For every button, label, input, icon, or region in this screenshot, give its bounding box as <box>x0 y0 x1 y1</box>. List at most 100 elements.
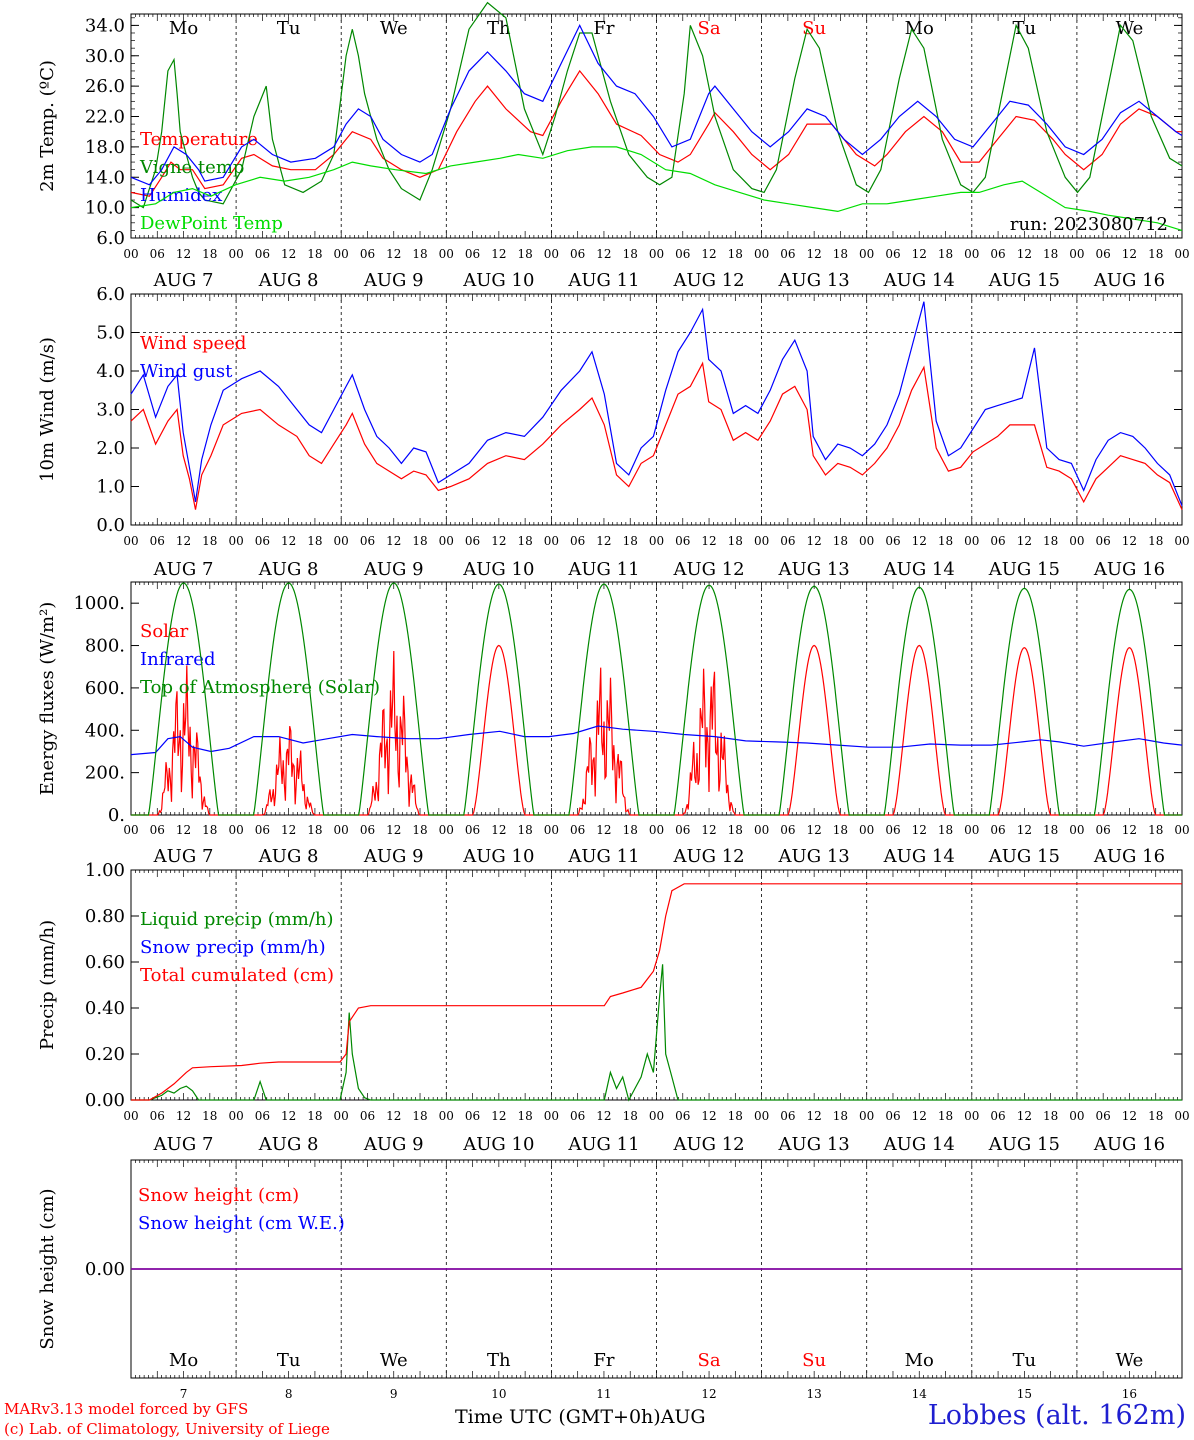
date-label: AUG 7 <box>153 1134 214 1155</box>
y-tick-label: 0.00 <box>85 1090 125 1111</box>
hour-label: 18 <box>307 534 322 548</box>
y-tick-label: 0.0 <box>96 515 125 536</box>
y-axis-label: Snow height (cm) <box>37 1188 58 1349</box>
hour-label: 18 <box>1043 534 1058 548</box>
weekday-label-top: Su <box>802 18 826 39</box>
hour-label: 18 <box>833 247 848 261</box>
hour-label: 12 <box>701 247 716 261</box>
weekday-label-top: Th <box>487 18 511 39</box>
hour-label: 00 <box>228 534 243 548</box>
series-line-0 <box>131 964 1182 1102</box>
day-number: 16 <box>1122 1387 1137 1401</box>
hour-label: 12 <box>491 247 506 261</box>
hour-label: 18 <box>938 247 953 261</box>
hour-label: 00 <box>859 1109 874 1123</box>
hour-label: 18 <box>833 823 848 837</box>
weekday-label-top: Mo <box>905 18 934 39</box>
model-credit: MARv3.13 model forced by GFS <box>4 1400 249 1418</box>
date-label: AUG 14 <box>883 1134 955 1155</box>
hour-label: 12 <box>386 823 401 837</box>
legend-entry: Snow precip (mm/h) <box>140 937 326 958</box>
hour-label: 12 <box>912 247 927 261</box>
weekday-label-bottom: Tu <box>1013 1350 1037 1371</box>
weekday-label-bottom: Mo <box>169 1350 198 1371</box>
hour-label: 06 <box>360 247 375 261</box>
hour-label: 06 <box>1096 1109 1111 1123</box>
hour-label: 12 <box>701 1109 716 1123</box>
date-label: AUG 8 <box>258 559 319 580</box>
hour-label: 06 <box>990 1109 1005 1123</box>
hour-label: 00 <box>649 823 664 837</box>
hour-label: 06 <box>1096 534 1111 548</box>
hour-label: 00 <box>1069 1109 1084 1123</box>
hour-label: 18 <box>412 1109 427 1123</box>
legend-entry: Snow height (cm) <box>138 1185 299 1206</box>
hour-label: 18 <box>623 823 638 837</box>
hour-label: 06 <box>570 823 585 837</box>
date-label: AUG 14 <box>883 559 955 580</box>
hour-label: 00 <box>334 1109 349 1123</box>
y-tick-label: 400. <box>85 720 125 741</box>
weekday-label-bottom: Mo <box>905 1350 934 1371</box>
date-label: AUG 9 <box>363 559 424 580</box>
panel-4: 0.00 0.20 0.40 0.60 0.80 1.00 Precip (mm/h) Liq… <box>37 860 1190 1155</box>
hour-label: 18 <box>938 1109 953 1123</box>
hour-label: 06 <box>465 1109 480 1123</box>
date-label: AUG 11 <box>567 270 639 291</box>
hour-label: 12 <box>596 823 611 837</box>
hour-label: 18 <box>1148 1109 1163 1123</box>
hour-label: 00 <box>1069 247 1084 261</box>
hour-label: 18 <box>1043 247 1058 261</box>
hour-label: 06 <box>465 534 480 548</box>
hour-label: 00 <box>859 823 874 837</box>
hour-label: 12 <box>1122 534 1137 548</box>
hour-label: 06 <box>360 823 375 837</box>
series-line-2 <box>131 582 1182 816</box>
hour-label: 12 <box>491 534 506 548</box>
date-label: AUG 13 <box>778 270 850 291</box>
date-label: AUG 15 <box>988 846 1060 867</box>
series-line-3 <box>130 146 1183 231</box>
hour-label: 12 <box>912 1109 927 1123</box>
hour-label: 18 <box>412 534 427 548</box>
hour-label: 00 <box>228 247 243 261</box>
legend-entry: Wind speed <box>140 333 246 354</box>
hour-label: 12 <box>491 823 506 837</box>
hour-label: 18 <box>1043 1109 1058 1123</box>
y-tick-label: 0.40 <box>85 998 125 1019</box>
date-label: AUG 8 <box>258 1134 319 1155</box>
hour-label: 12 <box>386 534 401 548</box>
hour-label: 00 <box>649 1109 664 1123</box>
panel-5: 0.00 Snow height (cm) Snow height (cm) Snow… <box>37 1159 1183 1401</box>
hour-label: 18 <box>623 247 638 261</box>
y-tick-label: 0.20 <box>85 1044 125 1065</box>
date-label: AUG 7 <box>153 270 214 291</box>
hour-label: 06 <box>150 247 165 261</box>
hour-label: 00 <box>544 534 559 548</box>
y-tick-label: 18.0 <box>85 137 125 158</box>
hour-label: 06 <box>1096 247 1111 261</box>
hour-label: 06 <box>570 1109 585 1123</box>
hour-label: 06 <box>780 247 795 261</box>
hour-label: 18 <box>307 823 322 837</box>
hour-label: 12 <box>807 534 822 548</box>
hour-label: 18 <box>623 1109 638 1123</box>
hour-label: 06 <box>255 823 270 837</box>
hour-label: 00 <box>964 247 979 261</box>
hour-label: 00 <box>1174 247 1189 261</box>
hour-label: 18 <box>517 823 532 837</box>
legend-entry: Top of Atmosphere (Solar) <box>140 677 380 698</box>
run-label: run: 2023080712 <box>1010 214 1168 235</box>
hour-label: 12 <box>176 1109 191 1123</box>
hour-label: 00 <box>754 823 769 837</box>
hour-label: 12 <box>386 247 401 261</box>
date-label: AUG 10 <box>462 846 534 867</box>
hour-label: 00 <box>123 247 138 261</box>
hour-label: 18 <box>412 823 427 837</box>
series-line-1 <box>130 725 1183 756</box>
y-tick-label: 6.0 <box>96 284 125 305</box>
hour-label: 00 <box>964 534 979 548</box>
date-label: AUG 15 <box>988 270 1060 291</box>
y-tick-label: 2.0 <box>96 438 125 459</box>
